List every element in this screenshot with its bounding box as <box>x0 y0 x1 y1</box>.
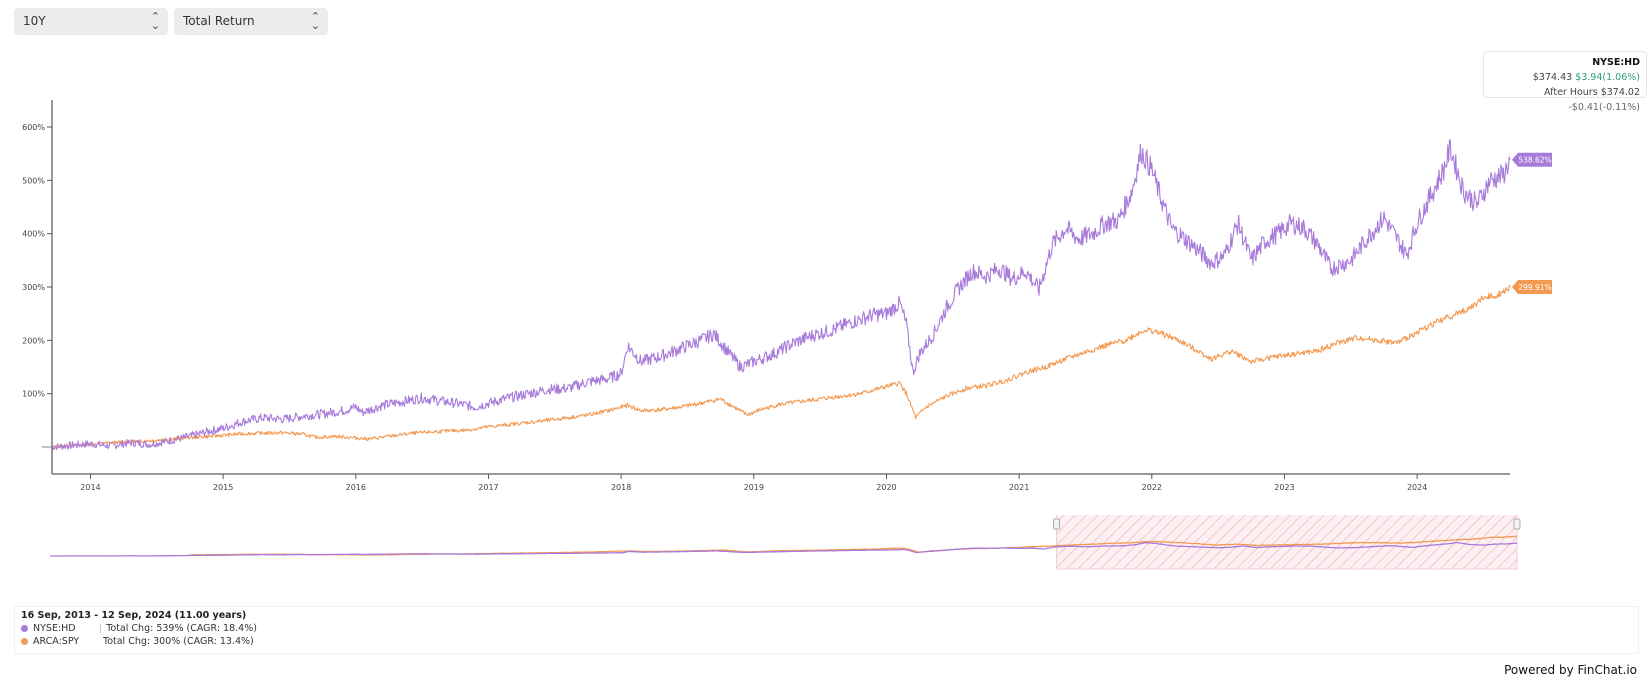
y-tick-label: 300% <box>22 283 45 292</box>
series-line-hd <box>51 139 1511 451</box>
main-chart[interactable]: 100% 200% 300% 400% 500% 600% 2014 2015 2016 2017… <box>0 95 1651 515</box>
period-select[interactable]: 10Y ⌃ ⌄ <box>14 8 168 35</box>
y-tick-label: 100% <box>22 390 45 399</box>
navigator-selection[interactable] <box>1056 515 1518 570</box>
end-tag-spy <box>1512 280 1552 295</box>
x-tick-label: 2019 <box>744 483 764 492</box>
legend-dot-icon <box>21 625 28 632</box>
legend-item-spy: ARCA:SPY Total Chg: 300% (CAGR: 13.4%) <box>21 635 1632 648</box>
legend-series-change: Total Chg: 300% (CAGR: 13.4%) <box>103 636 254 647</box>
x-tick-label: 2017 <box>478 483 498 492</box>
quote-box: NYSE:HD $374.43 $3.94(1.06%) After Hours… <box>1483 51 1647 113</box>
x-tick-label: 2016 <box>346 483 366 492</box>
navigator-line-hd <box>50 541 1518 557</box>
x-tick-label: 2021 <box>1009 483 1029 492</box>
legend-divider: | <box>99 623 103 634</box>
y-tick-label: 600% <box>22 123 45 132</box>
quote-price-row: $374.43 $3.94(1.06%) <box>1490 70 1640 85</box>
updown-chevron-icon: ⌃ ⌄ <box>150 10 160 32</box>
x-tick-label: 2024 <box>1407 483 1427 492</box>
legend-series-name: ARCA:SPY <box>33 636 80 647</box>
after-hours-price: $374.02 <box>1600 87 1640 98</box>
navigator-handle-right[interactable] <box>1513 518 1521 530</box>
legend-series-name: NYSE:HD <box>33 623 76 634</box>
x-tick-label: 2015 <box>213 483 233 492</box>
legend-box: 16 Sep, 2013 - 12 Sep, 2024 (11.00 years… <box>14 606 1639 654</box>
x-tick-label: 2018 <box>611 483 631 492</box>
quote-ticker: NYSE:HD <box>1592 57 1640 68</box>
y-tick-label: 200% <box>22 336 45 345</box>
end-label-spy: 299.91% <box>1518 283 1551 292</box>
quote-price: $374.43 <box>1532 72 1573 83</box>
date-range-label: 16 Sep, 2013 - 12 Sep, 2024 (11.00 years… <box>21 610 247 621</box>
legend-item-hd: NYSE:HD | Total Chg: 539% (CAGR: 18.4%) <box>21 622 1632 635</box>
x-tick-label: 2014 <box>80 483 100 492</box>
navigator-handle-left[interactable] <box>1053 518 1060 530</box>
updown-chevron-icon: ⌃ ⌄ <box>310 10 320 32</box>
end-label-hd: 538.62% <box>1518 156 1551 165</box>
metric-select-value: Total Return <box>183 14 255 28</box>
navigator-chart[interactable] <box>0 515 1651 595</box>
after-hours-row: After Hours $374.02 -$0.41(-0.11%) <box>1490 85 1640 115</box>
x-tick-label: 2022 <box>1142 483 1162 492</box>
x-tick-label: 2023 <box>1274 483 1294 492</box>
after-hours-label: After Hours <box>1544 87 1598 98</box>
period-select-value: 10Y <box>23 14 46 28</box>
y-tick-label: 500% <box>22 176 45 185</box>
metric-select[interactable]: Total Return ⌃ ⌄ <box>174 8 328 35</box>
after-hours-change: -$0.41(-0.11%) <box>1568 102 1640 113</box>
legend-series-change: Total Chg: 539% (CAGR: 18.4%) <box>106 623 257 634</box>
end-tag-hd <box>1512 152 1552 167</box>
quote-change: $3.94(1.06%) <box>1575 72 1640 83</box>
y-tick-label: 400% <box>22 230 45 239</box>
powered-by-label: Powered by FinChat.io <box>1504 663 1637 677</box>
series-line-spy <box>51 284 1511 449</box>
x-tick-label: 2020 <box>876 483 896 492</box>
legend-dot-icon <box>21 638 28 645</box>
